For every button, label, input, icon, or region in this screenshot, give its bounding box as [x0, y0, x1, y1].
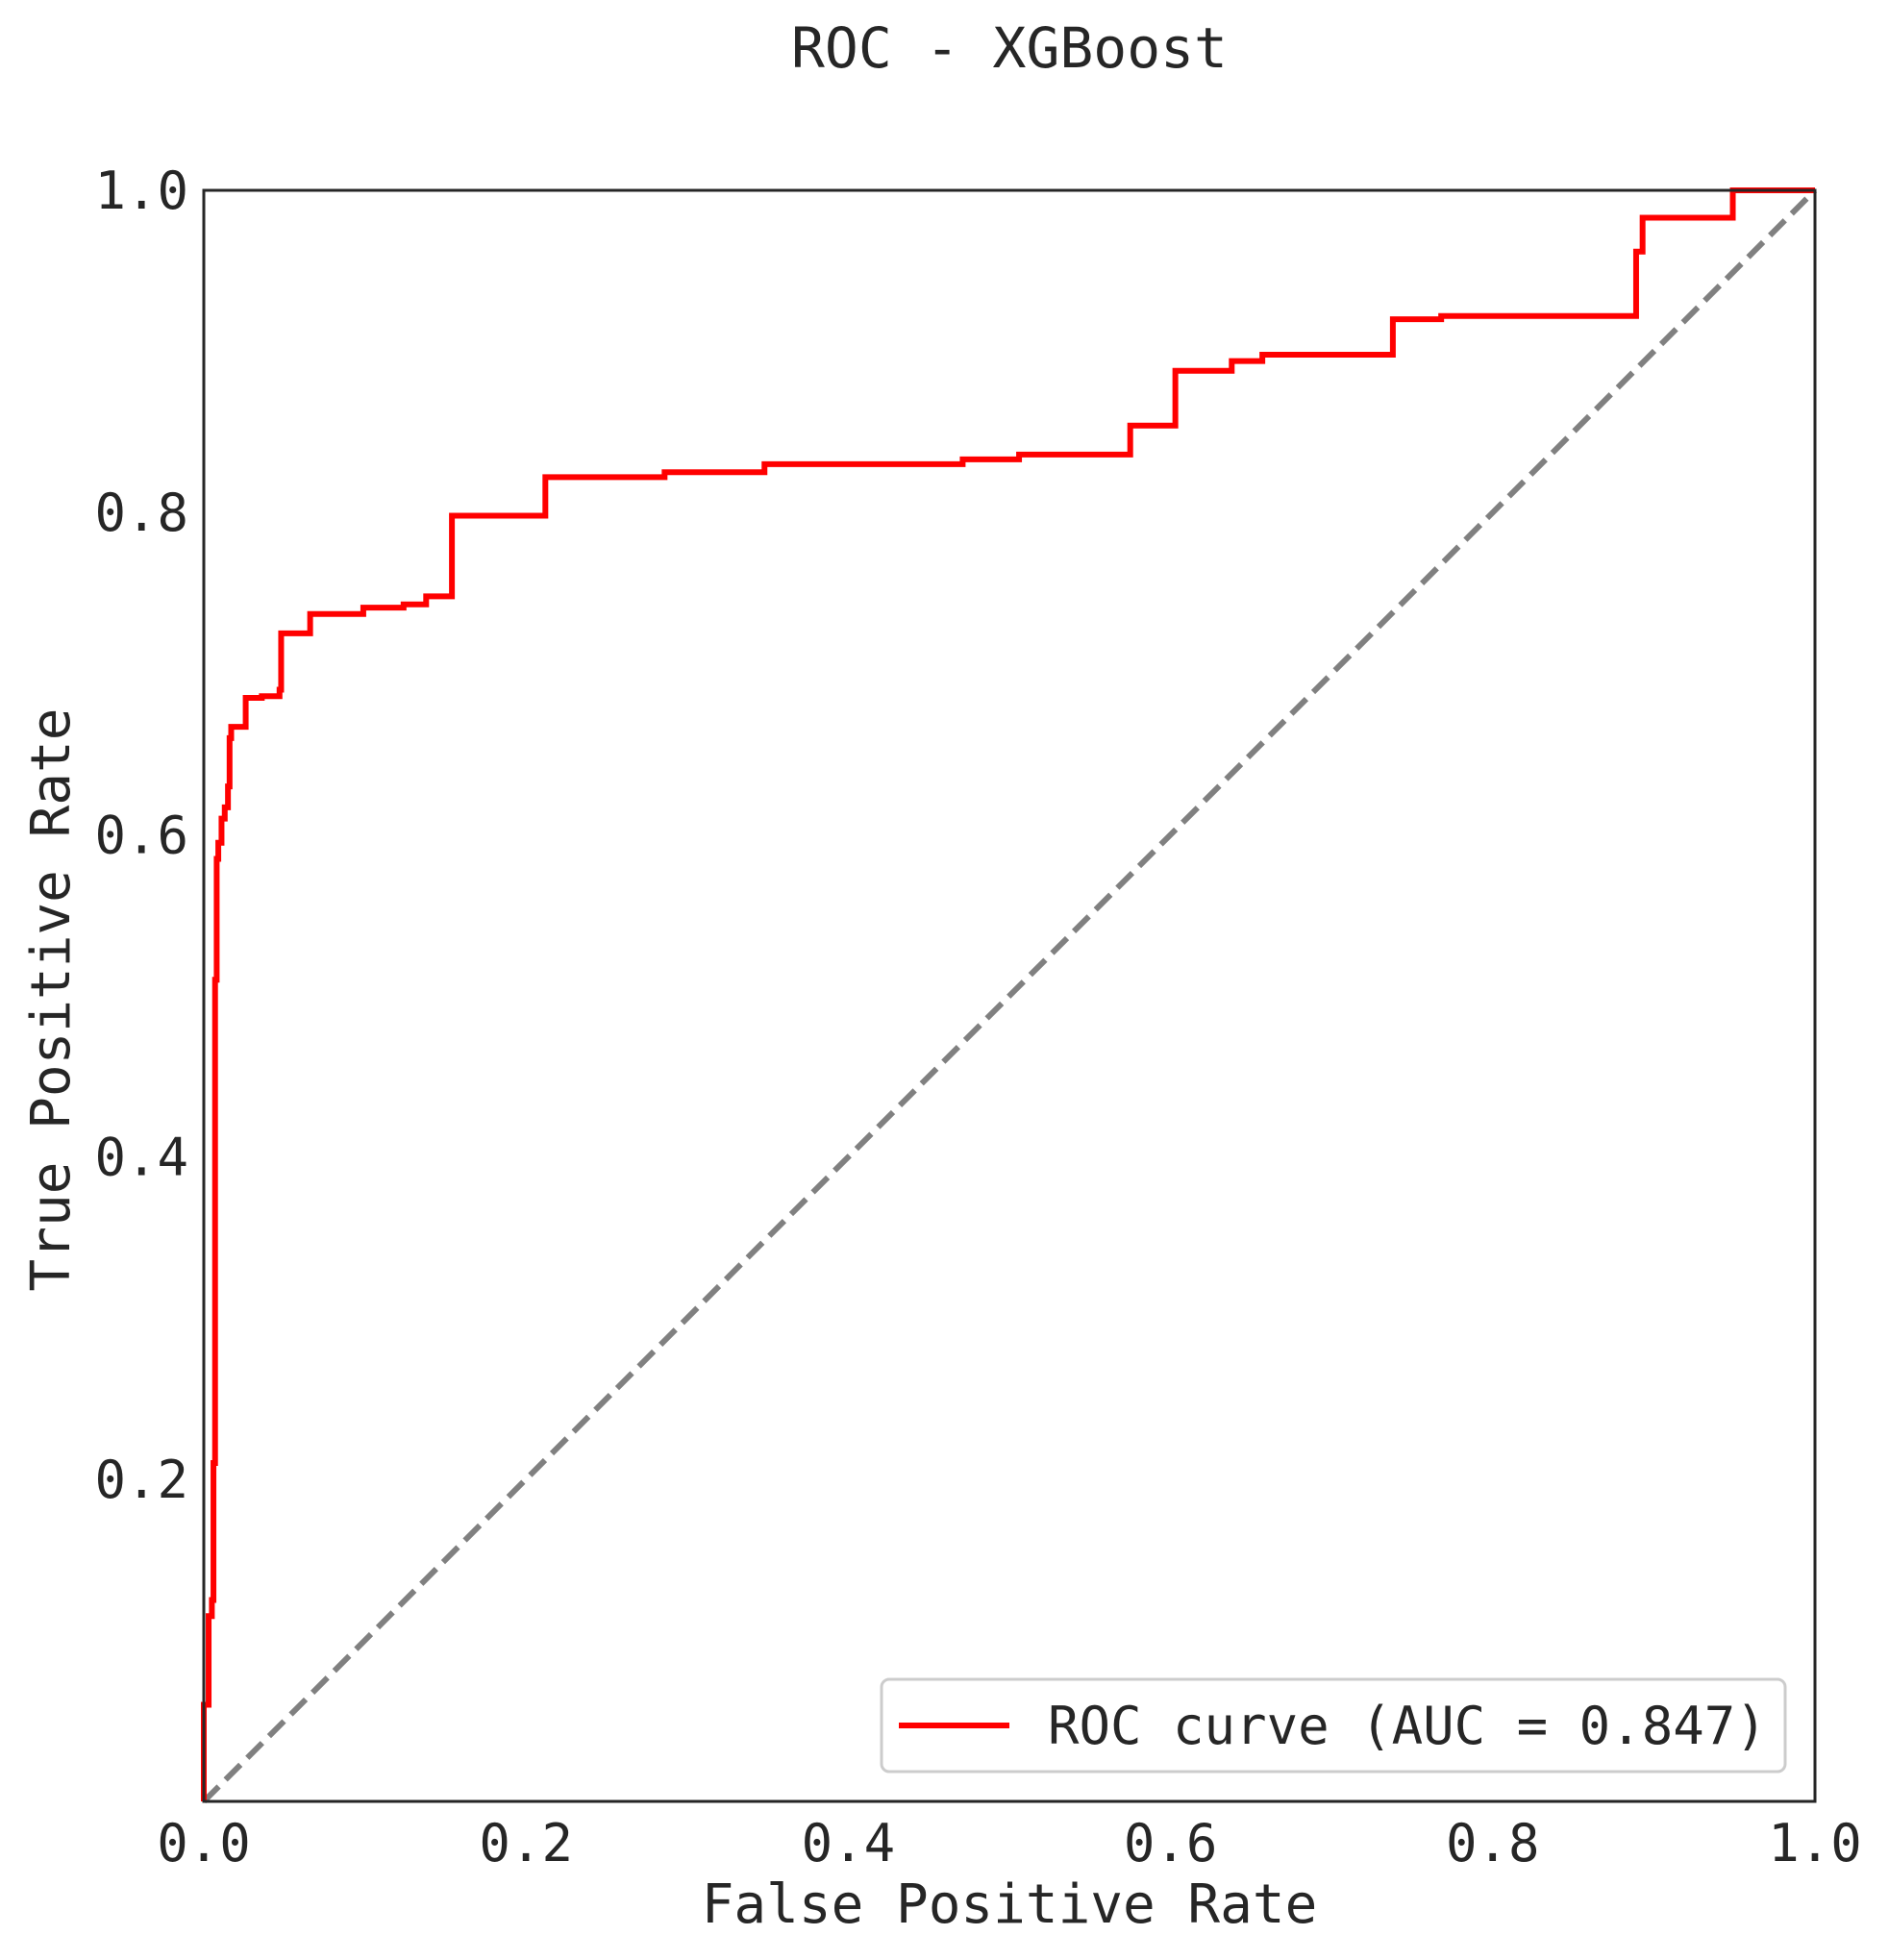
y-tick-label: 0.6: [94, 805, 188, 865]
chance-diagonal-line: [201, 187, 1818, 1804]
y-tick-label: 0.8: [94, 483, 188, 543]
x-tick-label: 0.2: [479, 1813, 573, 1873]
y-tick-label: 1.0: [94, 161, 188, 221]
plot-frame: [202, 188, 1817, 1803]
legend: ROC curve (AUC = 0.847): [880, 1677, 1787, 1774]
plot-area: [201, 187, 1818, 1804]
roc-curve-line: [201, 187, 1815, 1801]
y-axis-label: True Positive Rate: [20, 708, 83, 1292]
legend-box: [880, 1677, 1787, 1774]
x-tick-label: 0.0: [157, 1813, 251, 1873]
legend-label: ROC curve (AUC = 0.847): [1048, 1696, 1767, 1756]
chart-title: ROC - XGBoost: [791, 15, 1228, 81]
x-tick-label: 0.4: [802, 1813, 896, 1873]
x-axis-label: False Positive Rate: [702, 1873, 1318, 1936]
y-tick-label: 0.2: [94, 1450, 188, 1510]
x-tick-label: 1.0: [1768, 1813, 1862, 1873]
y-axis-ticks: 0.2 0.4 0.6 0.8 1.0: [94, 161, 188, 1510]
x-tick-label: 0.6: [1124, 1813, 1218, 1873]
y-tick-label: 0.4: [94, 1128, 188, 1188]
x-tick-label: 0.8: [1446, 1813, 1540, 1873]
x-axis-ticks: 0.0 0.2 0.4 0.6 0.8 1.0: [157, 1813, 1862, 1873]
